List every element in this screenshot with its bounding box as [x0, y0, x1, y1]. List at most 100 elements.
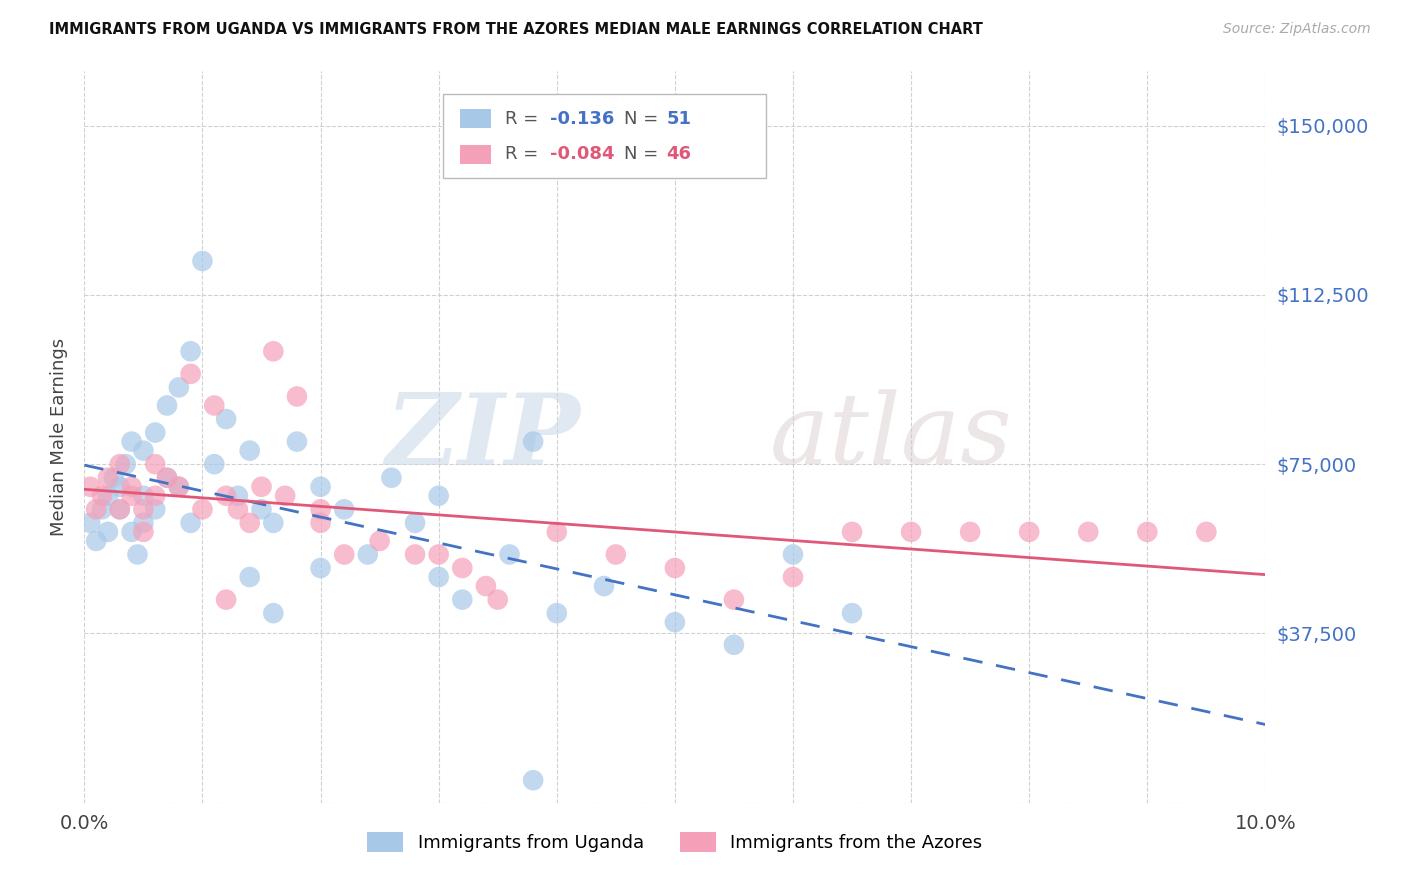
Point: [84, 533, 107, 548]
Point: [121, 434, 143, 449]
Point: [427, 489, 450, 503]
Point: [285, 389, 308, 403]
Point: [156, 471, 179, 485]
Point: [239, 570, 262, 584]
Point: [309, 480, 332, 494]
Point: [605, 548, 627, 562]
Point: [475, 579, 498, 593]
Point: [180, 367, 202, 381]
Point: [180, 344, 202, 359]
Point: [143, 502, 166, 516]
Point: [180, 516, 202, 530]
Text: 46: 46: [666, 145, 692, 163]
Point: [167, 380, 190, 394]
Point: [262, 344, 284, 359]
Point: [309, 502, 332, 516]
Point: [215, 412, 238, 426]
Point: [121, 480, 143, 494]
Point: [1136, 524, 1159, 539]
Point: [114, 457, 136, 471]
Point: [103, 471, 125, 485]
Point: [156, 471, 179, 485]
Point: [239, 516, 262, 530]
Point: [132, 489, 155, 503]
Point: [91, 502, 114, 516]
Point: [427, 570, 450, 584]
Point: [79, 480, 101, 494]
Point: [486, 592, 509, 607]
Point: [143, 489, 166, 503]
Point: [285, 434, 308, 449]
Point: [404, 548, 426, 562]
Text: -0.084: -0.084: [550, 145, 614, 163]
Point: [451, 592, 474, 607]
Point: [239, 443, 262, 458]
Point: [250, 502, 273, 516]
Text: IMMIGRANTS FROM UGANDA VS IMMIGRANTS FROM THE AZORES MEDIAN MALE EARNINGS CORREL: IMMIGRANTS FROM UGANDA VS IMMIGRANTS FRO…: [49, 22, 983, 37]
Point: [132, 502, 155, 516]
Point: [664, 615, 686, 630]
Text: -0.136: -0.136: [550, 110, 614, 128]
Point: [262, 606, 284, 620]
Text: 51: 51: [666, 110, 692, 128]
Text: R =: R =: [505, 145, 544, 163]
Point: [1077, 524, 1099, 539]
Point: [522, 773, 544, 788]
Point: [79, 516, 101, 530]
Point: [380, 471, 402, 485]
Point: [333, 548, 356, 562]
Point: [723, 638, 745, 652]
Point: [357, 548, 380, 562]
Point: [108, 457, 131, 471]
Point: [143, 457, 166, 471]
Point: [593, 579, 616, 593]
Point: [108, 502, 131, 516]
Point: [900, 524, 922, 539]
Point: [262, 516, 284, 530]
Point: [1018, 524, 1040, 539]
Point: [191, 502, 214, 516]
Point: [108, 480, 131, 494]
Point: [782, 570, 804, 584]
Point: [84, 502, 107, 516]
Text: ZIP: ZIP: [385, 389, 581, 485]
Text: atlas: atlas: [769, 390, 1012, 484]
Point: [108, 502, 131, 516]
Point: [97, 489, 120, 503]
Point: [368, 533, 391, 548]
Point: [1195, 524, 1218, 539]
Point: [127, 548, 149, 562]
Point: [156, 399, 179, 413]
Point: [215, 592, 238, 607]
Point: [522, 434, 544, 449]
Point: [498, 548, 520, 562]
Point: [841, 524, 863, 539]
Point: [451, 561, 474, 575]
Point: [167, 480, 190, 494]
Y-axis label: Median Male Earnings: Median Male Earnings: [49, 338, 67, 536]
Point: [226, 489, 249, 503]
Point: [97, 471, 120, 485]
Text: R =: R =: [505, 110, 544, 128]
Point: [782, 548, 804, 562]
Point: [226, 502, 249, 516]
Point: [132, 443, 155, 458]
Point: [333, 502, 356, 516]
Text: N =: N =: [624, 145, 664, 163]
Point: [91, 489, 114, 503]
Point: [202, 457, 225, 471]
Point: [723, 592, 745, 607]
Text: N =: N =: [624, 110, 664, 128]
Point: [97, 524, 120, 539]
Point: [191, 254, 214, 268]
Point: [664, 561, 686, 575]
Point: [841, 606, 863, 620]
Point: [121, 489, 143, 503]
Point: [546, 524, 568, 539]
Point: [202, 399, 225, 413]
Legend: Immigrants from Uganda, Immigrants from the Azores: Immigrants from Uganda, Immigrants from …: [360, 824, 990, 860]
Point: [427, 548, 450, 562]
Point: [309, 561, 332, 575]
Point: [132, 524, 155, 539]
Point: [274, 489, 297, 503]
